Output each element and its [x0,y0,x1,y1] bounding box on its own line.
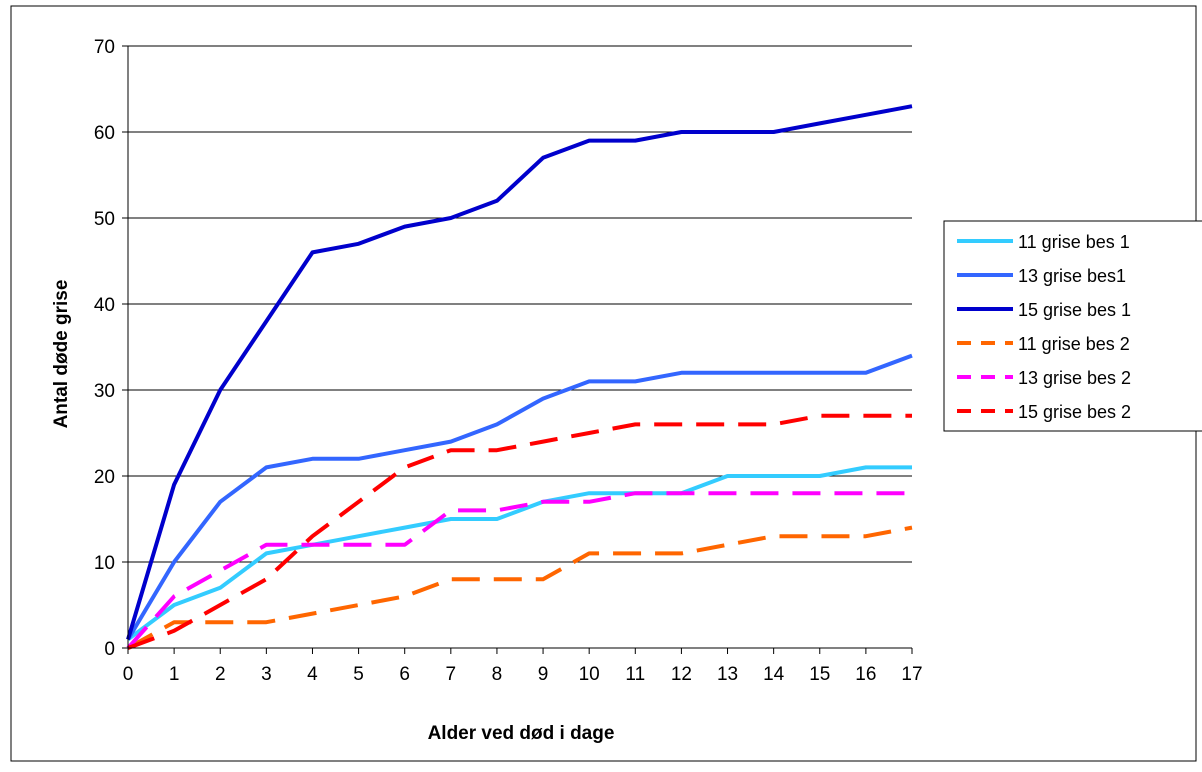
x-tick-label: 10 [579,664,600,685]
y-axis-title: Antal døde grise [51,280,72,429]
y-tick-label: 60 [94,123,115,144]
x-axis-title: Alder ved død i dage [428,723,615,744]
x-tick-label: 1 [169,664,180,685]
legend-label-5: 13 grise bes 2 [1018,368,1131,388]
x-tick-label: 5 [353,664,364,685]
series-line-4 [127,525,913,650]
y-tick-label: 30 [94,381,115,402]
y-tick-label: 20 [94,467,115,488]
x-tick-label: 2 [215,664,226,685]
x-tick-label: 6 [399,664,410,685]
legend-label-6: 15 grise bes 2 [1018,402,1131,422]
legend-label-2: 13 grise bes1 [1018,266,1126,286]
series-line-6 [127,413,912,650]
plot-background [128,46,912,648]
series-layer [126,104,913,650]
series-line-1 [126,465,912,642]
x-tick-label: 17 [901,664,922,685]
y-tick-label: 40 [94,295,115,316]
legend-box [943,220,1202,432]
series-line-5 [126,491,912,650]
y-tick-label: 10 [94,553,115,574]
x-tick-label: 11 [625,664,645,685]
series-line-2 [126,353,913,641]
x-tick-label: 12 [671,664,692,685]
legend-label-4: 11 grise bes 2 [1018,334,1130,354]
x-tick-label: 16 [855,664,876,685]
y-tick-label: 70 [94,37,115,58]
y-tick-label: 50 [94,209,115,230]
x-tick-label: 0 [123,664,134,685]
x-tick-label: 15 [809,664,830,685]
x-tick-label: 4 [307,664,318,685]
legend-label-3: 15 grise bes 1 [1018,300,1131,320]
x-tick-label: 8 [492,664,503,685]
x-tick-label: 14 [763,664,785,685]
legend-label-1: 11 grise bes 1 [1018,232,1130,252]
x-tick-label: 7 [446,664,457,685]
plot-area [128,45,912,648]
y-tick-label: 0 [104,639,115,660]
series-line-3 [126,104,913,640]
x-tick-label: 9 [538,664,549,685]
x-tick-label: 13 [717,664,738,685]
legend: 11 grise bes 1 13 grise bes1 15 grise bes … [943,220,1202,432]
x-tick-label: 3 [261,664,272,685]
